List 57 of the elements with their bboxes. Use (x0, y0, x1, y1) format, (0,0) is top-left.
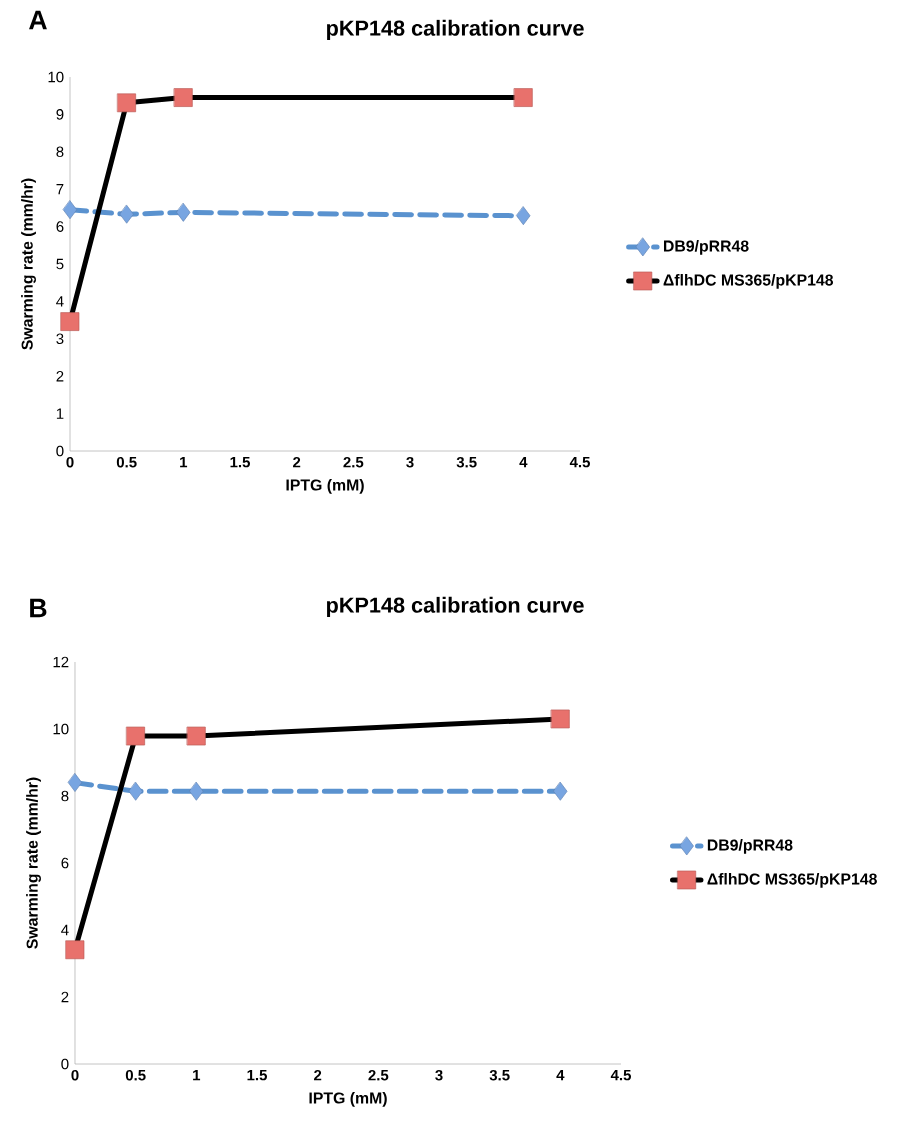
y-tick-label: 10 (53, 723, 69, 735)
y-tick-label: 0 (56, 445, 64, 457)
y-tick-label: 9 (56, 109, 64, 120)
legend-label: DB9/pRR48 (663, 240, 749, 255)
x-tick-label: 3 (406, 456, 414, 468)
legend-label: ΔflhDC MS365/pKP148 (707, 873, 877, 888)
point (516, 206, 531, 226)
x-tick-label: 2.5 (343, 456, 364, 468)
text: A (29, 10, 47, 30)
x-tick-label: 4 (556, 1069, 565, 1081)
point (67, 773, 83, 792)
x-tick-label: 4.5 (610, 1069, 631, 1081)
x-tick-label: 0 (71, 1069, 79, 1081)
x-tick-label: 1 (180, 456, 188, 468)
x-tick-label: 2 (314, 1069, 322, 1081)
y-tick-label: 5 (56, 258, 64, 270)
y-tick-label: 6 (61, 857, 69, 869)
x-axis-title: IPTG (mM) (309, 1091, 387, 1107)
y-axis-title: Swarming rate (mm/hr) (21, 178, 36, 350)
x-tick-label: 1.5 (247, 1069, 267, 1081)
y-tick-label: 2 (61, 991, 69, 1003)
y-tick-label: 4 (56, 296, 64, 307)
y-tick-label: 7 (56, 184, 64, 195)
x-tick-label: 4 (519, 456, 528, 468)
y-tick-label: 8 (56, 146, 64, 158)
y-tick-label: 4 (61, 924, 69, 936)
text: B (30, 598, 47, 618)
y-tick-label: 8 (61, 790, 69, 802)
y-tick-label: 12 (53, 656, 69, 668)
point (189, 781, 204, 801)
y-tick-label: 6 (56, 221, 64, 232)
point (128, 781, 143, 801)
y-tick-label: 10 (48, 71, 64, 83)
point (119, 204, 134, 224)
legend-label: DB9/pRR48 (707, 839, 793, 854)
chart-title: pKP148 calibration curve (327, 596, 584, 618)
x-tick-label: 0.5 (125, 1069, 146, 1081)
point (62, 200, 78, 220)
y-tick-label: 1 (56, 408, 64, 419)
point (553, 781, 568, 801)
point (176, 203, 191, 222)
x-tick-label: 1.5 (230, 456, 250, 468)
x-tick-label: 4.5 (569, 456, 590, 468)
x-tick-label: 0.5 (116, 456, 137, 468)
x-tick-label: 3.5 (456, 456, 477, 468)
x-tick-label: 3 (435, 1069, 443, 1081)
x-axis-title: IPTG (mM) (286, 478, 364, 494)
x-tick-label: 2.5 (368, 1069, 389, 1081)
y-tick-label: 3 (56, 333, 64, 345)
x-tick-label: 1 (193, 1069, 201, 1081)
chart-title: pKP148 calibration curve (327, 19, 584, 41)
legend-label: ΔflhDC MS365/pKP148 (663, 274, 834, 289)
x-tick-label: 2 (293, 456, 301, 468)
x-tick-label: 3.5 (489, 1069, 510, 1081)
y-tick-label: 0 (61, 1058, 69, 1070)
y-tick-label: 2 (56, 370, 64, 382)
y-axis-title: Swarming rate (mm/hr) (26, 777, 41, 949)
